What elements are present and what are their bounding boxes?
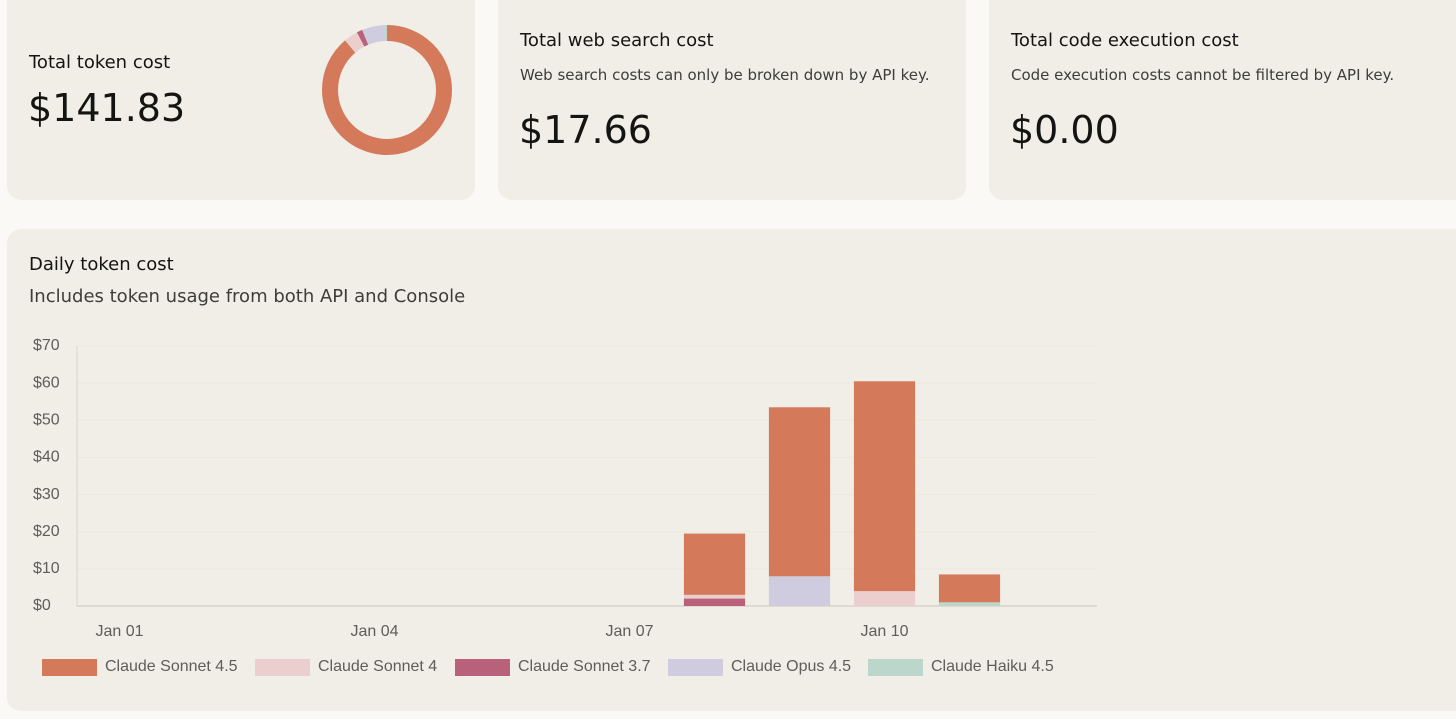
legend-swatch: [255, 659, 310, 676]
y-tick-label: $20: [33, 523, 60, 540]
card-title: Total web search cost: [520, 30, 714, 51]
x-tick-label: Jan 07: [605, 623, 653, 640]
bar-segment: [683, 598, 746, 606]
legend-swatch: [42, 659, 97, 676]
bar-segment: [938, 574, 1001, 603]
chart-title: Daily token cost: [29, 254, 174, 275]
card: Total web search cost Web search costs c…: [498, 0, 966, 200]
bar-segment: [683, 533, 746, 595]
legend-label: Claude Haiku 4.5: [931, 658, 1054, 675]
card-value: $0.00: [1010, 108, 1119, 152]
legend-label: Claude Sonnet 4.5: [105, 658, 238, 675]
legend-swatch: [455, 659, 510, 676]
card-description: Code execution costs cannot be filtered …: [1011, 66, 1395, 84]
legend-swatch: [868, 659, 923, 676]
y-tick-label: $60: [33, 374, 60, 391]
y-tick-label: $0: [33, 597, 51, 614]
chart-subtitle: Includes token usage from both API and C…: [29, 286, 466, 307]
legend-label: Claude Opus 4.5: [731, 658, 851, 675]
legend-label: Claude Sonnet 4: [318, 658, 437, 675]
bar-segment: [938, 602, 1001, 606]
bar-segment: [768, 407, 831, 577]
card: Total code execution cost Code execution…: [989, 0, 1456, 200]
y-tick-label: $40: [33, 449, 60, 466]
y-tick-label: $50: [33, 412, 60, 429]
bar-segment: [853, 381, 916, 592]
bar-segment: [683, 594, 746, 599]
x-tick-label: Jan 04: [350, 623, 398, 640]
bar-segment: [853, 591, 916, 606]
card-description: Web search costs can only be broken down…: [520, 66, 930, 84]
card-title: Total code execution cost: [1011, 30, 1239, 51]
card-value: $141.83: [28, 86, 186, 130]
y-tick-label: $10: [33, 560, 60, 577]
card-value: $17.66: [519, 108, 652, 152]
card-title: Total token cost: [29, 52, 171, 73]
y-tick-label: $70: [33, 337, 60, 354]
legend-label: Claude Sonnet 3.7: [518, 658, 651, 675]
card: Total token cost $141.83: [7, 0, 475, 200]
y-tick-label: $30: [33, 486, 60, 503]
legend-swatch: [668, 659, 723, 676]
donut-segment: [322, 25, 452, 155]
bar-segment: [768, 576, 831, 606]
x-tick-label: Jan 01: [95, 623, 143, 640]
donut: [322, 25, 452, 155]
x-tick-label: Jan 10: [860, 623, 908, 640]
chart-card: Daily token cost Includes token usage fr…: [7, 229, 1456, 711]
